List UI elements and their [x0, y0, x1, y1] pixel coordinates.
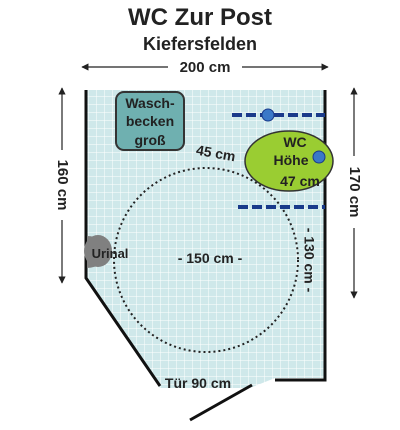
urinal-label: Urinal — [92, 246, 129, 261]
sink — [115, 91, 185, 151]
room-wall — [84, 90, 327, 387]
turning-circle — [113, 167, 299, 353]
urinal-body — [84, 235, 112, 267]
wc-label-1: WC — [283, 134, 306, 150]
dim-height-left: 160 cm — [54, 160, 71, 211]
dim-width-top: 200 cm — [180, 59, 231, 76]
flush-button-icon — [312, 150, 326, 164]
dim-door: Tür 90 cm — [165, 375, 231, 391]
sink-label-1: Wasch- — [125, 95, 175, 111]
sink-label-3: groß — [134, 132, 166, 148]
grab-bar-knob-icon — [261, 108, 275, 122]
wc-label-2: Höhe — [274, 152, 309, 168]
dim-sink-to-wc: 45 cm — [195, 142, 237, 165]
wc-label-3: 47 cm — [280, 173, 320, 189]
door-leaf — [189, 383, 253, 422]
sink-label-2: becken — [126, 113, 174, 129]
plan-title: WC Zur Post — [128, 4, 272, 31]
plan-subtitle: Kiefersfelden — [142, 34, 258, 54]
dim-wc-depth: - 130 cm - — [301, 228, 317, 293]
dim-turning-circle: - 150 cm - — [178, 250, 243, 266]
wc-toilet — [244, 130, 334, 192]
dim-height-right: 170 cm — [346, 167, 363, 218]
